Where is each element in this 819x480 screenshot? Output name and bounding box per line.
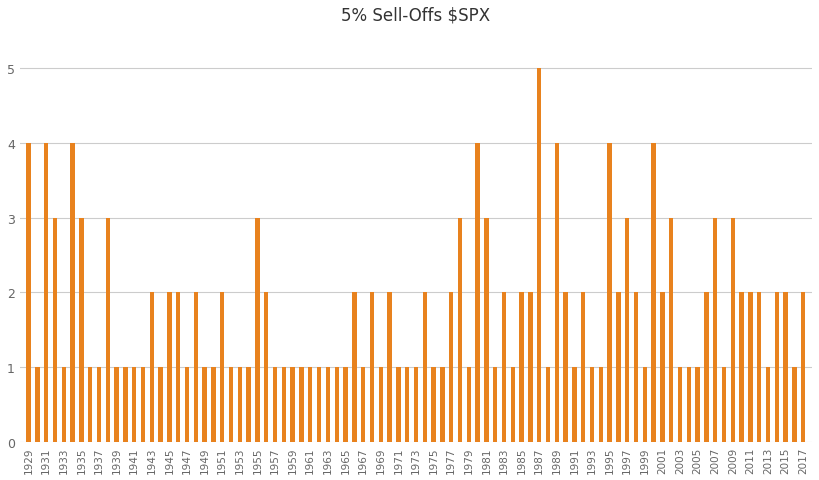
Bar — [510, 367, 515, 442]
Bar — [132, 367, 137, 442]
Bar — [740, 293, 744, 442]
Bar — [211, 367, 215, 442]
Bar — [423, 293, 427, 442]
Bar — [405, 367, 410, 442]
Bar — [141, 367, 145, 442]
Bar — [88, 367, 93, 442]
Bar — [291, 367, 295, 442]
Bar — [784, 293, 788, 442]
Bar — [387, 293, 391, 442]
Bar — [167, 293, 172, 442]
Bar — [299, 367, 304, 442]
Bar — [352, 293, 356, 442]
Bar — [176, 293, 180, 442]
Bar — [256, 218, 260, 442]
Bar — [792, 367, 797, 442]
Bar — [757, 293, 762, 442]
Bar — [528, 293, 532, 442]
Bar — [308, 367, 313, 442]
Bar — [616, 293, 621, 442]
Bar — [458, 218, 462, 442]
Bar — [722, 367, 726, 442]
Bar — [35, 367, 39, 442]
Bar — [334, 367, 339, 442]
Bar — [686, 367, 691, 442]
Bar — [493, 367, 497, 442]
Bar — [766, 367, 770, 442]
Bar — [537, 69, 541, 442]
Bar — [563, 293, 568, 442]
Bar — [713, 218, 717, 442]
Bar — [801, 293, 805, 442]
Bar — [581, 293, 586, 442]
Bar — [704, 293, 708, 442]
Bar — [220, 293, 224, 442]
Bar — [519, 293, 524, 442]
Bar — [273, 367, 278, 442]
Bar — [467, 367, 471, 442]
Bar — [660, 293, 664, 442]
Bar — [158, 367, 163, 442]
Bar — [749, 293, 753, 442]
Bar — [484, 218, 489, 442]
Bar — [502, 293, 506, 442]
Bar — [678, 367, 682, 442]
Bar — [449, 293, 454, 442]
Bar — [554, 144, 559, 442]
Bar — [396, 367, 400, 442]
Bar — [432, 367, 436, 442]
Bar — [414, 367, 419, 442]
Bar — [343, 367, 348, 442]
Bar — [651, 144, 656, 442]
Bar — [669, 218, 673, 442]
Bar — [52, 218, 57, 442]
Bar — [79, 218, 84, 442]
Bar — [590, 367, 595, 442]
Bar — [695, 367, 699, 442]
Bar — [61, 367, 66, 442]
Bar — [115, 367, 119, 442]
Title: 5% Sell-Offs $SPX: 5% Sell-Offs $SPX — [342, 7, 491, 25]
Bar — [369, 293, 374, 442]
Bar — [97, 367, 102, 442]
Bar — [44, 144, 48, 442]
Bar — [26, 144, 31, 442]
Bar — [193, 293, 198, 442]
Bar — [634, 293, 638, 442]
Bar — [202, 367, 207, 442]
Bar — [247, 367, 251, 442]
Bar — [599, 367, 603, 442]
Bar — [326, 367, 330, 442]
Bar — [238, 367, 242, 442]
Bar — [106, 218, 110, 442]
Bar — [625, 218, 629, 442]
Bar — [572, 367, 577, 442]
Bar — [475, 144, 480, 442]
Bar — [608, 144, 612, 442]
Bar — [731, 218, 735, 442]
Bar — [70, 144, 75, 442]
Bar — [185, 367, 189, 442]
Bar — [123, 367, 128, 442]
Bar — [150, 293, 154, 442]
Bar — [361, 367, 365, 442]
Bar — [545, 367, 550, 442]
Bar — [264, 293, 269, 442]
Bar — [440, 367, 445, 442]
Bar — [317, 367, 321, 442]
Bar — [775, 293, 779, 442]
Bar — [643, 367, 647, 442]
Bar — [229, 367, 233, 442]
Bar — [282, 367, 286, 442]
Bar — [378, 367, 383, 442]
